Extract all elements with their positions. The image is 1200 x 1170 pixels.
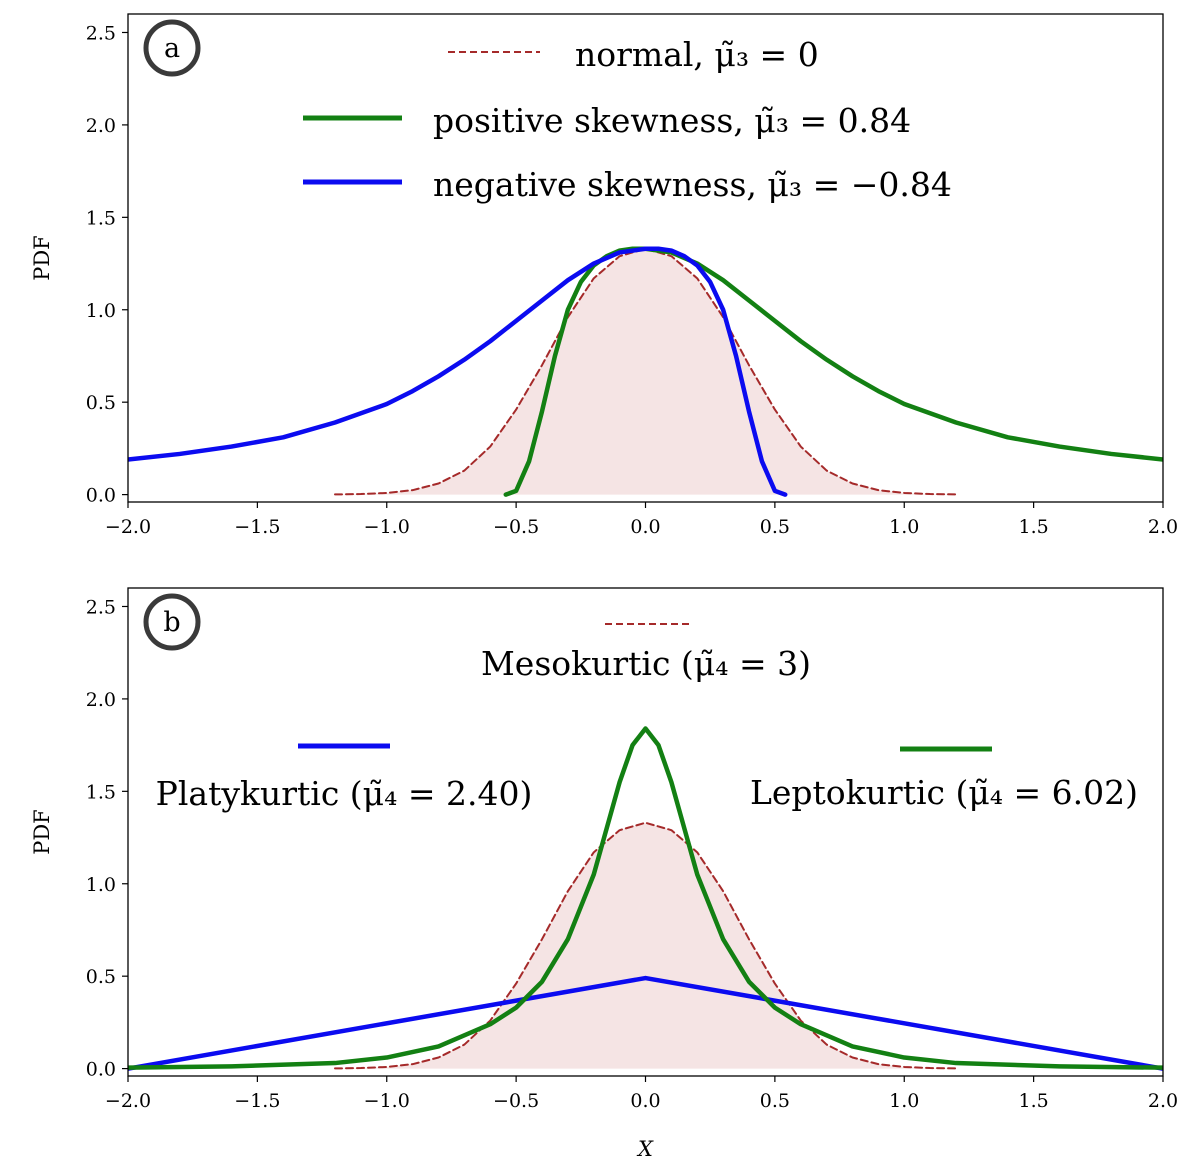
y-tick-label: 1.0 <box>86 874 116 896</box>
panel-a: −2.0 −1.5 −1.0 −0.5 0.0 0.5 1.0 1.5 2.0 0.0 0.5 1.0… <box>30 13 1178 538</box>
y-tick-label: 2.5 <box>86 22 116 44</box>
y-tick-label: 2.0 <box>86 689 116 711</box>
y-tick-label: 2.5 <box>86 596 116 618</box>
legend-label: Platykurtic (μ̃₄ = 2.40) <box>156 774 533 813</box>
y-tick-label: 0.5 <box>86 392 116 414</box>
plot-area <box>128 726 1163 1071</box>
x-tick-label: 0.5 <box>760 516 790 538</box>
x-tick-label: −1.0 <box>364 1090 410 1112</box>
y-tick-label: 2.0 <box>86 115 116 137</box>
x-tick-label: −1.5 <box>234 1090 280 1112</box>
x-tick-label: 2.0 <box>1148 1090 1178 1112</box>
panel-badge-label: a <box>164 33 180 64</box>
y-tick-label: 1.0 <box>86 300 116 322</box>
legend-label: Mesokurtic (μ̃₄ = 3) <box>481 644 811 683</box>
plot-area <box>128 246 1163 497</box>
legend-label: normal, μ̃₃ = 0 <box>575 35 819 74</box>
x-tick-label: −0.5 <box>493 516 539 538</box>
x-tick-label: −1.0 <box>364 516 410 538</box>
series-line-0 <box>334 247 957 496</box>
x-tick-label: 1.0 <box>889 516 919 538</box>
x-tick-label: −2.0 <box>105 516 151 538</box>
y-tick-label: 0.5 <box>86 966 116 988</box>
y-tick-label: 0.0 <box>86 1059 116 1081</box>
y-tick-label: 0.0 <box>86 485 116 507</box>
x-tick-label: 2.0 <box>1148 516 1178 538</box>
x-tick-label: 1.0 <box>889 1090 919 1112</box>
series-line-0 <box>334 821 957 1070</box>
series-fill-0 <box>335 248 956 495</box>
x-tick-label: −1.5 <box>234 516 280 538</box>
x-tick-label: 1.5 <box>1019 1090 1049 1112</box>
y-tick-label: 1.5 <box>86 781 116 803</box>
x-tick-label: 0.0 <box>630 516 660 538</box>
x-axis-title: X <box>636 1137 654 1161</box>
panel-badge <box>143 593 201 651</box>
legend-label: negative skewness, μ̃₃ = −0.84 <box>433 165 952 204</box>
series-line-1 <box>128 975 1163 1071</box>
panel-badge-label: b <box>163 607 180 638</box>
y-axis-title: PDF <box>30 809 54 855</box>
y-tick-label: 1.5 <box>86 207 116 229</box>
series-line-2 <box>128 726 1163 1070</box>
x-tick-label: −2.0 <box>105 1090 151 1112</box>
y-axis-title: PDF <box>30 235 54 281</box>
panel-badge <box>143 19 201 77</box>
legend-label: Leptokurtic (μ̃₄ = 6.02) <box>750 773 1138 812</box>
x-tick-label: 1.5 <box>1019 516 1049 538</box>
series-line-2 <box>128 246 788 497</box>
x-tick-label: 0.5 <box>760 1090 790 1112</box>
legend-label: positive skewness, μ̃₃ = 0.84 <box>433 101 911 140</box>
series-fill-0 <box>335 822 956 1069</box>
panel-b: −2.0 −1.5 −1.0 −0.5 0.0 0.5 1.0 1.5 2.0 0.0 0.5 1.0… <box>30 587 1178 1161</box>
x-tick-label: 0.0 <box>630 1090 660 1112</box>
x-tick-label: −0.5 <box>493 1090 539 1112</box>
